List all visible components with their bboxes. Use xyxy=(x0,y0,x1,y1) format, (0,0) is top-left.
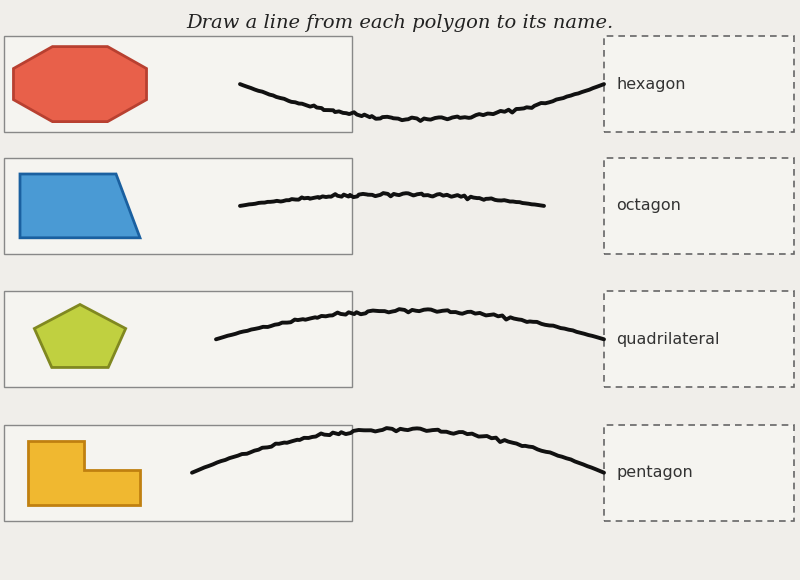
Bar xyxy=(4,292,352,387)
Text: octagon: octagon xyxy=(616,198,681,213)
Polygon shape xyxy=(20,174,140,238)
Bar xyxy=(4,36,352,132)
Bar xyxy=(604,158,794,254)
Polygon shape xyxy=(14,46,146,122)
Bar xyxy=(604,292,794,387)
Bar xyxy=(604,36,794,132)
Text: quadrilateral: quadrilateral xyxy=(616,332,719,347)
Bar xyxy=(4,158,352,254)
Polygon shape xyxy=(28,441,140,505)
Bar xyxy=(604,425,794,521)
Text: pentagon: pentagon xyxy=(616,465,693,480)
Bar xyxy=(4,425,352,521)
Text: hexagon: hexagon xyxy=(616,77,686,92)
Text: Draw a line from each polygon to its name.: Draw a line from each polygon to its nam… xyxy=(186,14,614,32)
Polygon shape xyxy=(34,304,126,368)
